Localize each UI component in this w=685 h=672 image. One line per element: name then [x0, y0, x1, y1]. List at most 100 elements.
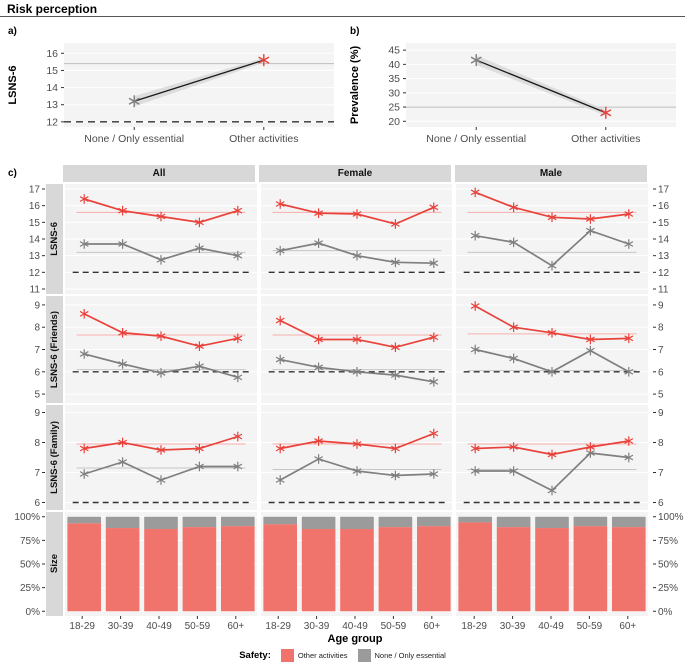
point-marker	[275, 354, 285, 365]
svg-text:0%: 0%	[658, 607, 673, 616]
y-axis-label: LSNS-6	[7, 65, 19, 104]
point-marker	[156, 255, 166, 265]
svg-text:25: 25	[388, 102, 400, 114]
svg-text:13: 13	[46, 99, 58, 111]
facet-panel-female	[260, 184, 453, 294]
point-marker	[313, 208, 323, 218]
stacked-bar	[535, 516, 570, 612]
point-marker	[156, 368, 166, 378]
facet-grid: All Female Male 17 16 15 14 13 12 11 LSNS-6 17 16 15 1…	[0, 163, 685, 632]
point-marker	[79, 443, 89, 454]
panel-c: c) All Female Male 17 16 15 14 13 12 11 LSNS-6 17 16…	[0, 163, 685, 645]
svg-text:9: 9	[658, 408, 664, 419]
point-marker	[352, 250, 362, 261]
point-marker	[313, 362, 323, 373]
point-marker	[313, 454, 323, 464]
svg-text:5: 5	[34, 390, 40, 401]
svg-text:100%: 100%	[14, 512, 40, 523]
point-marker	[128, 95, 140, 108]
point-marker	[624, 239, 634, 249]
point-marker	[509, 353, 519, 364]
facet-row-lsns-6-friends-: 9 8 7 6 5 LSNS-6 (Friends) 9 8 7 6 5	[0, 296, 685, 403]
point-marker	[586, 442, 596, 452]
svg-text:50%: 50%	[20, 560, 40, 571]
point-marker	[275, 315, 285, 326]
point-marker	[352, 334, 362, 345]
svg-text:50-59: 50-59	[381, 621, 407, 632]
point-marker	[156, 445, 166, 455]
panel-a: a) 16 15 14 13 12 LSNS-6 None / Only essential…	[0, 17, 342, 163]
y-axis-right: 100% 75% 50% 25% 0%	[653, 512, 684, 616]
svg-text:50-59: 50-59	[185, 621, 211, 632]
panel-a-chart: 16 15 14 13 12 LSNS-6 None / Only essential Oth…	[0, 37, 342, 160]
point-marker	[471, 344, 481, 355]
y-axis-left: 9 8 7 6	[34, 408, 45, 509]
facet-row-strip: LSNS-6 (Family)	[45, 405, 63, 510]
point-marker	[194, 461, 204, 472]
legend-swatch-none-essential	[357, 649, 371, 662]
point-marker	[428, 469, 438, 479]
svg-text:9: 9	[34, 408, 40, 419]
svg-text:9: 9	[658, 300, 664, 311]
panel-b: b) 45 40 35 30 25 20 Prevalence (%) None / Only…	[342, 17, 684, 163]
point-marker	[156, 475, 166, 485]
point-marker	[79, 349, 89, 359]
point-marker	[471, 187, 481, 198]
svg-text:None / Only essential: None / Only essential	[426, 133, 526, 145]
point-marker	[471, 443, 481, 454]
point-marker	[233, 461, 243, 472]
stacked-bar	[612, 516, 646, 612]
red-series	[79, 431, 243, 455]
facet-panel-all	[64, 296, 257, 403]
svg-text:Other activities: Other activities	[229, 133, 298, 145]
point-marker	[509, 466, 519, 476]
gray-series	[275, 238, 438, 268]
svg-text:18-29: 18-29	[461, 621, 487, 632]
red-series	[275, 199, 438, 229]
point-marker	[471, 230, 481, 241]
red-series	[471, 436, 634, 460]
svg-text:25%: 25%	[658, 583, 678, 594]
svg-text:25%: 25%	[20, 583, 40, 594]
facet-panel-male	[456, 296, 649, 403]
stacked-bar	[105, 516, 140, 612]
gray-series	[79, 457, 243, 485]
svg-text:16: 16	[658, 201, 670, 212]
point-marker	[233, 205, 243, 216]
svg-text:18-29: 18-29	[69, 621, 95, 632]
svg-text:13: 13	[658, 251, 670, 262]
svg-text:7: 7	[658, 345, 664, 356]
point-marker	[428, 202, 438, 213]
point-marker	[624, 452, 634, 463]
facet-row-strip: LSNS-6 (Friends)	[45, 296, 63, 403]
svg-text:9: 9	[34, 300, 40, 311]
point-marker	[233, 333, 243, 344]
point-marker	[586, 345, 596, 356]
safety-legend: Safety: Other activities None / Only ess…	[0, 645, 685, 662]
facet-row-strip: Size	[45, 512, 63, 616]
svg-text:8: 8	[658, 438, 664, 449]
point-marker	[275, 443, 285, 454]
x-axis-ticks: 18-29 30-39 40-49 50-59 60+	[69, 616, 244, 632]
confidence-band	[476, 55, 606, 116]
svg-text:Other activities: Other activities	[571, 133, 640, 145]
point-marker	[233, 372, 243, 383]
point-marker	[624, 366, 634, 377]
svg-text:30-39: 30-39	[500, 621, 526, 632]
point-marker	[194, 217, 204, 228]
gray-series	[471, 448, 634, 496]
facet-column-strips: All Female Male	[63, 165, 685, 182]
facet-column-strip-all: All	[63, 165, 255, 182]
point-marker	[352, 366, 362, 377]
gray-series	[275, 454, 438, 485]
svg-text:13: 13	[29, 251, 41, 262]
x-axis: None / Only essential Other activities	[426, 127, 641, 145]
svg-text:40-49: 40-49	[342, 621, 368, 632]
gray-series	[471, 344, 634, 377]
point-marker	[118, 437, 127, 448]
facet-panel-all	[64, 405, 257, 510]
svg-text:40-49: 40-49	[146, 621, 172, 632]
svg-text:50-59: 50-59	[577, 621, 603, 632]
point-marker	[233, 431, 243, 442]
point-marker	[509, 322, 519, 333]
